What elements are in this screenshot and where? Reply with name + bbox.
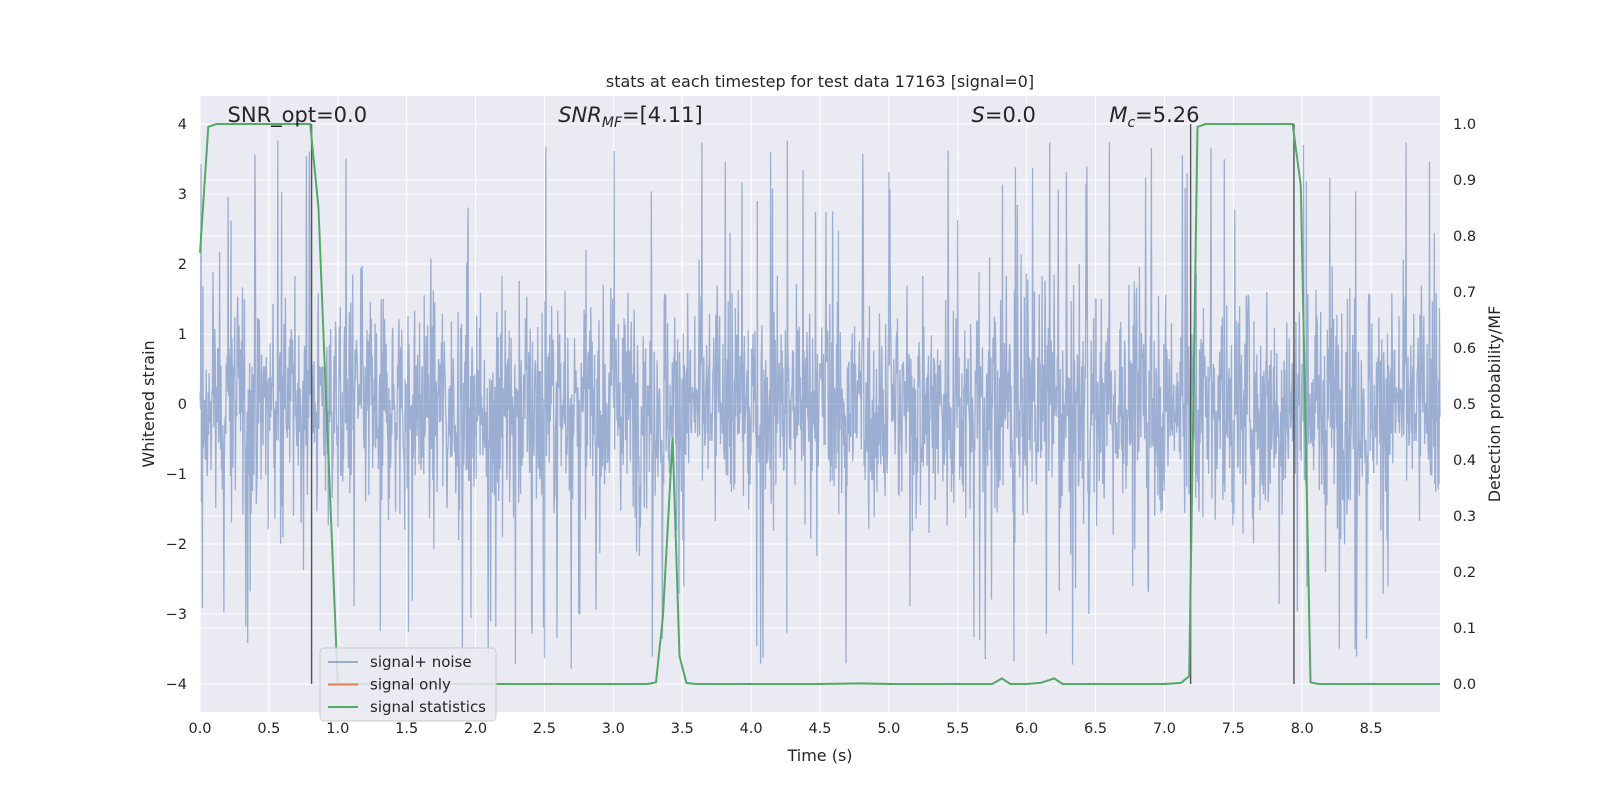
x-tick-label: 2.5 bbox=[533, 721, 556, 737]
legend-label: signal+ noise bbox=[370, 653, 472, 671]
y-tick-label: −1 bbox=[166, 467, 187, 483]
x-tick-label: 8.5 bbox=[1360, 721, 1383, 737]
y-tick-labels: −4 −3 −2 −1 0 1 2 3 4 bbox=[166, 117, 187, 693]
x-tick-label: 5.5 bbox=[946, 721, 969, 737]
x-tick-label: 2.0 bbox=[464, 721, 487, 737]
x-tick-label: 6.0 bbox=[1015, 721, 1038, 737]
annotation: SNRMF=[4.11] bbox=[558, 103, 703, 131]
legend-label: signal only bbox=[370, 676, 451, 694]
y-right-tick-label: 1.0 bbox=[1453, 117, 1476, 133]
y-tick-label: 1 bbox=[178, 327, 187, 343]
series-signal-noise bbox=[199, 140, 1441, 669]
annotation: S=0.0 bbox=[972, 103, 1036, 127]
legend-label: signal statistics bbox=[370, 698, 486, 716]
x-tick-label: 7.0 bbox=[1153, 721, 1176, 737]
x-tick-label: 4.5 bbox=[808, 721, 831, 737]
y-right-tick-label: 0.8 bbox=[1453, 229, 1476, 245]
annotations: SNR_opt=0.0 SNRMF=[4.11] S=0.0 Mc=5.26 bbox=[228, 103, 1200, 131]
x-tick-label: 3.5 bbox=[671, 721, 694, 737]
x-tick-label: 8.0 bbox=[1291, 721, 1314, 737]
y-right-tick-label: 0.5 bbox=[1453, 397, 1476, 413]
x-tick-labels: 0.0 0.5 1.0 1.5 2.0 2.5 3.0 3.5 4.0 4.5 5.0 5.5 6.0 6… bbox=[188, 721, 1382, 737]
x-tick-label: 6.5 bbox=[1084, 721, 1107, 737]
y-tick-label: 4 bbox=[178, 117, 187, 133]
y-tick-label: −3 bbox=[166, 607, 187, 623]
x-tick-label: 4.0 bbox=[740, 721, 763, 737]
x-axis-label: Time (s) bbox=[786, 746, 852, 765]
grid-lines bbox=[199, 96, 1440, 712]
y-right-tick-label: 0.2 bbox=[1453, 565, 1476, 581]
x-tick-label: 5.0 bbox=[877, 721, 900, 737]
y-tick-label: 2 bbox=[178, 257, 187, 273]
y-right-tick-label: 0.4 bbox=[1453, 453, 1476, 469]
x-tick-label: 1.5 bbox=[395, 721, 418, 737]
y-tick-label: −4 bbox=[166, 677, 187, 693]
y-right-tick-label: 0.1 bbox=[1453, 621, 1476, 637]
y-axis-label: Whitened strain bbox=[139, 340, 158, 467]
y-right-tick-label: 0.3 bbox=[1453, 509, 1476, 525]
y-right-tick-label: 0.0 bbox=[1453, 677, 1476, 693]
y-right-tick-label: 0.6 bbox=[1453, 341, 1476, 357]
x-tick-label: 3.0 bbox=[602, 721, 625, 737]
x-tick-label: 0.5 bbox=[257, 721, 280, 737]
legend-box bbox=[319, 647, 497, 722]
annotation: Mc=5.26 bbox=[1109, 103, 1199, 131]
y-right-tick-labels: 0.0 0.1 0.2 0.3 0.4 0.5 0.6 0.7 0.8 0.9 1.0 bbox=[1453, 117, 1476, 693]
y-right-axis-label: Detection probability/MF bbox=[1485, 306, 1504, 503]
series-signal-statistics bbox=[199, 123, 1440, 685]
y-right-tick-label: 0.9 bbox=[1453, 173, 1476, 189]
statistics-trace bbox=[199, 123, 1440, 685]
x-tick-label: 0.0 bbox=[188, 721, 211, 737]
y-tick-label: −2 bbox=[166, 537, 187, 553]
noise-trace bbox=[199, 140, 1441, 669]
legend: signal+ noise signal only signal statistic… bbox=[319, 647, 497, 722]
y-tick-label: 3 bbox=[178, 187, 187, 203]
x-tick-label: 7.5 bbox=[1222, 721, 1245, 737]
y-right-tick-label: 0.7 bbox=[1453, 285, 1476, 301]
y-tick-label: 0 bbox=[178, 397, 187, 413]
x-tick-label: 1.0 bbox=[326, 721, 349, 737]
annotation: SNR_opt=0.0 bbox=[228, 103, 368, 128]
chart-title: stats at each timestep for test data 171… bbox=[606, 72, 1034, 91]
